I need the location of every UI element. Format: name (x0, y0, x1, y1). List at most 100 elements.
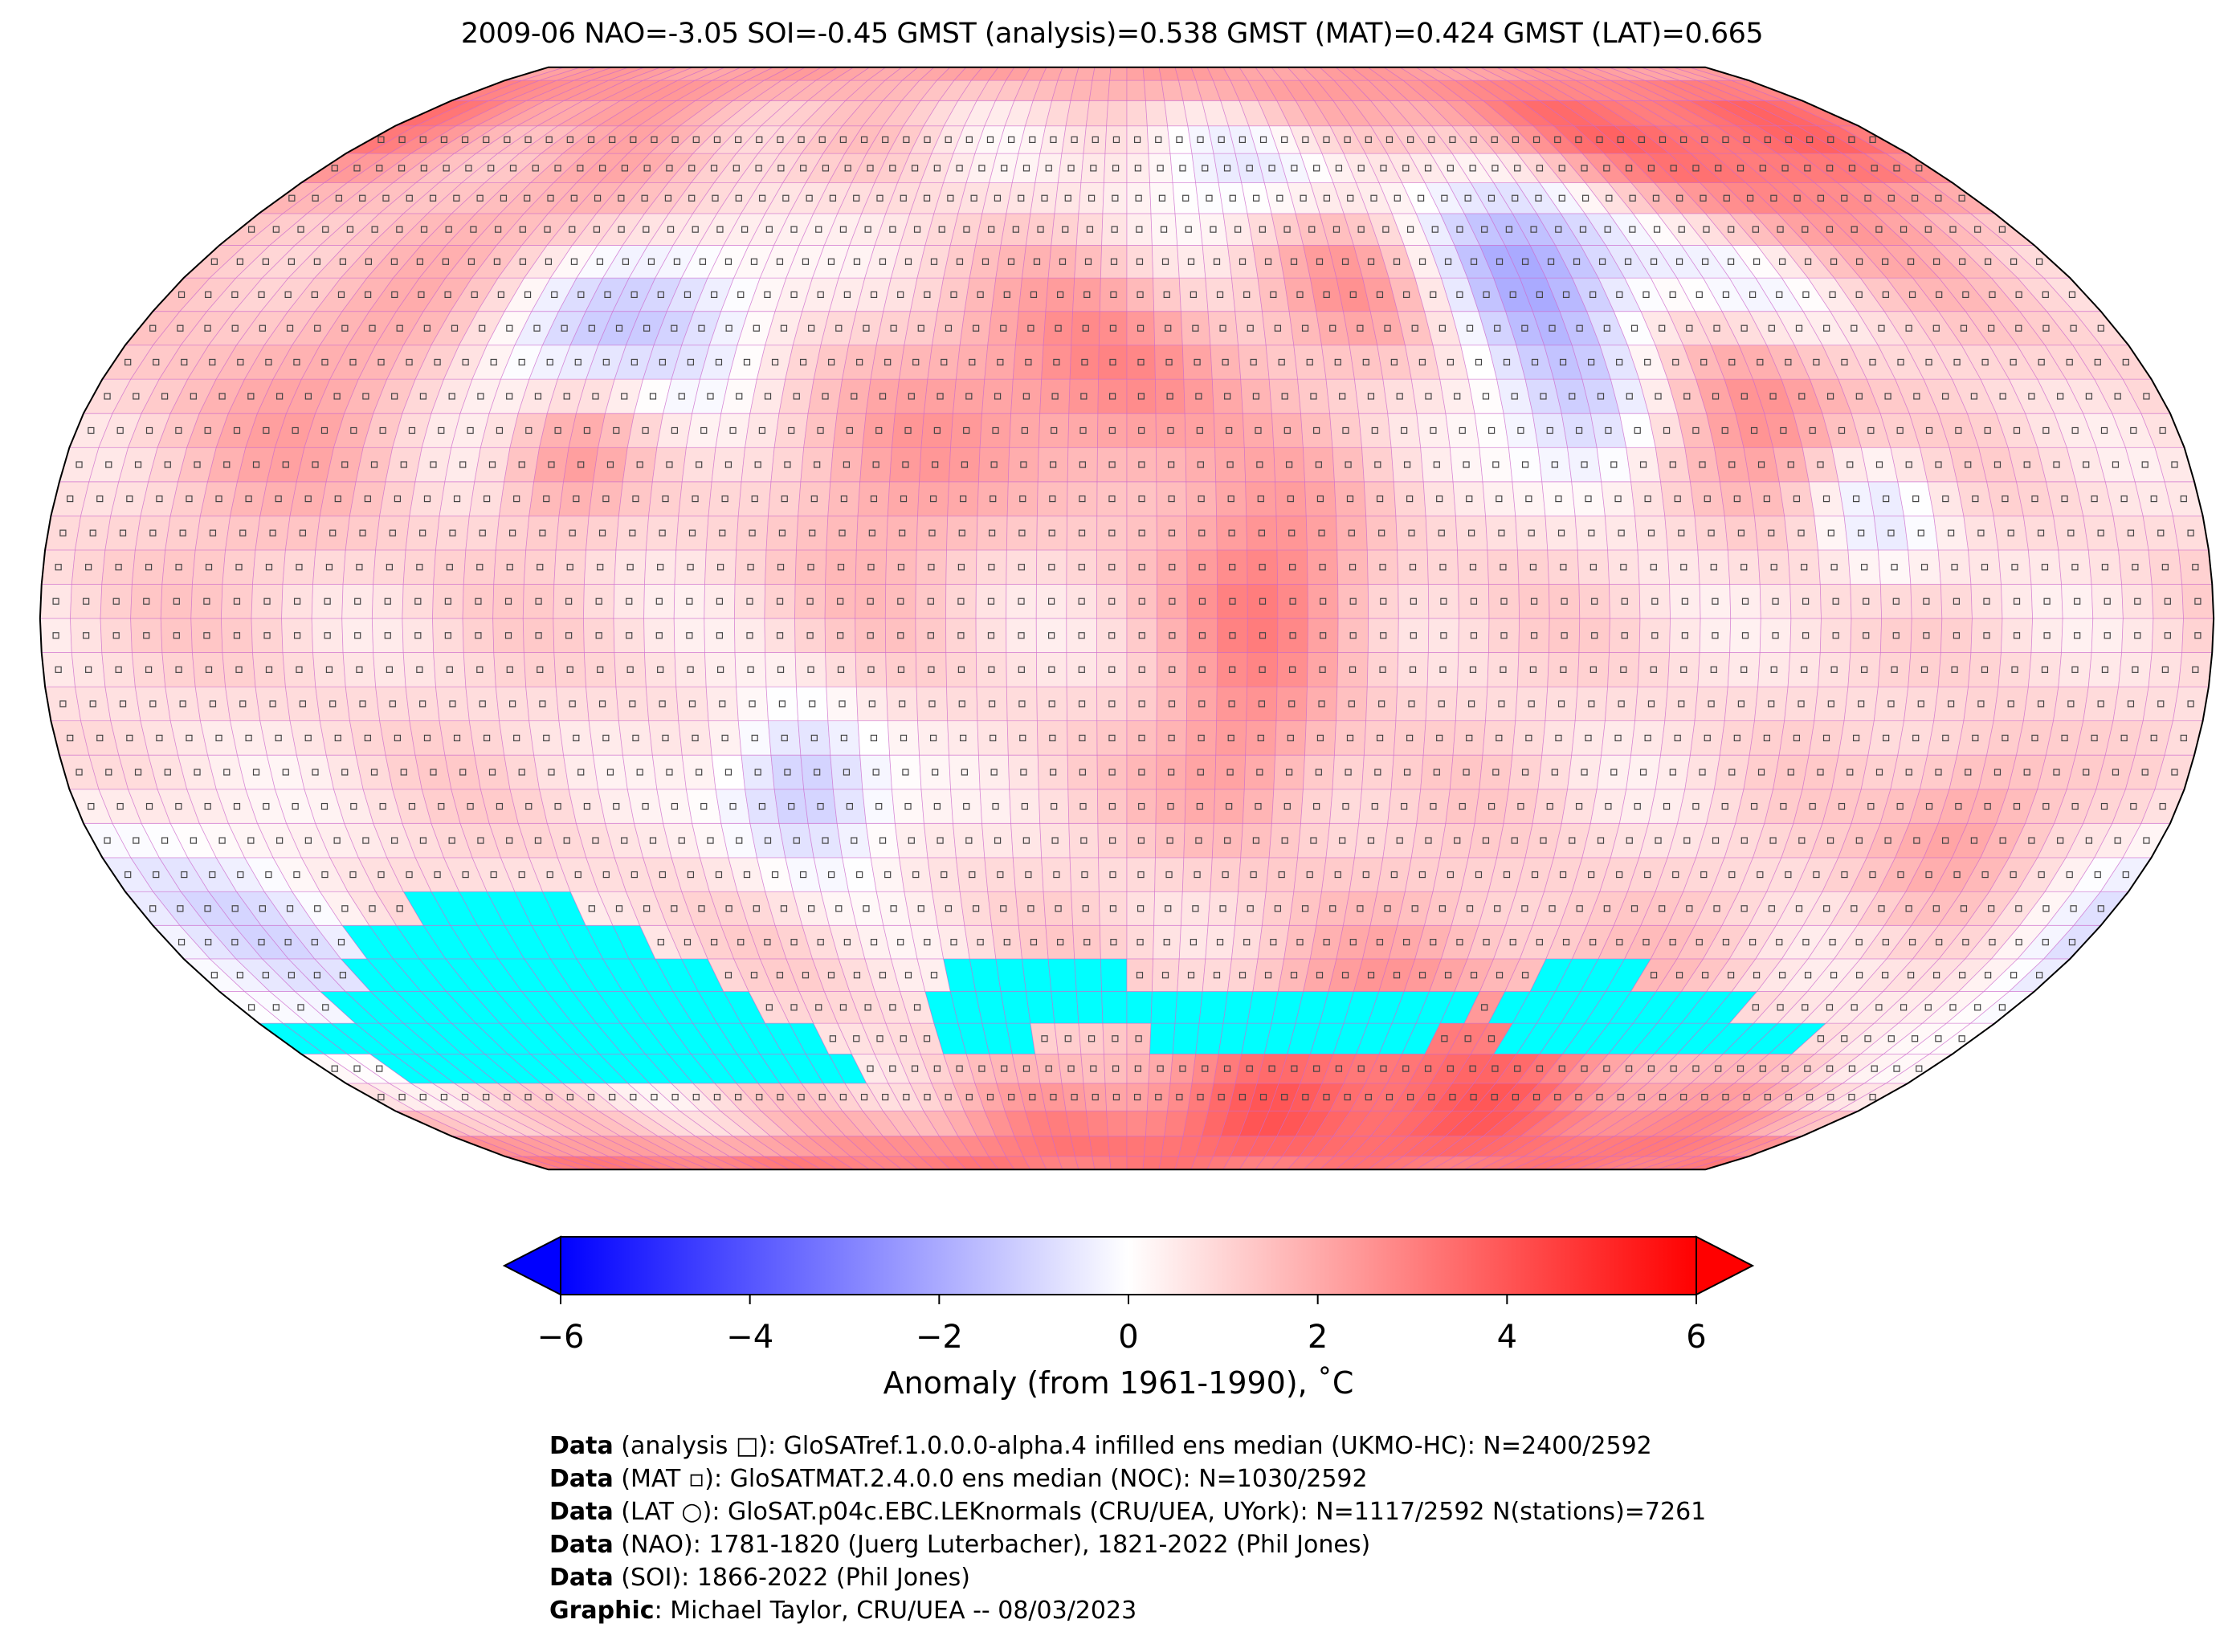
analysis-marker (988, 666, 995, 673)
analysis-marker (1551, 461, 1558, 468)
analysis-marker (1521, 905, 1528, 912)
analysis-marker (1723, 194, 1730, 202)
analysis-marker (554, 426, 561, 434)
analysis-marker (537, 666, 544, 673)
analysis-marker (771, 871, 779, 879)
analysis-marker (1942, 734, 1949, 742)
analysis-marker (1511, 837, 1518, 844)
analysis-marker (2164, 598, 2171, 605)
analysis-marker (1078, 564, 1085, 571)
analysis-marker (808, 905, 815, 912)
analysis-marker (1546, 802, 1553, 810)
analysis-marker (1536, 291, 1543, 299)
analysis-marker (354, 632, 361, 639)
analysis-marker (1822, 734, 1830, 742)
analysis-marker (419, 1093, 426, 1101)
analysis-marker (2061, 495, 2068, 503)
analysis-marker (798, 1093, 805, 1101)
analysis-marker (711, 938, 718, 946)
analysis-marker (467, 802, 474, 810)
analysis-marker (434, 358, 441, 366)
analysis-marker (365, 258, 372, 265)
analysis-marker (233, 598, 241, 605)
analysis-marker (313, 258, 320, 265)
analysis-marker (470, 226, 477, 233)
analysis-marker (2187, 700, 2194, 708)
analysis-marker (1517, 426, 1524, 434)
analysis-marker (119, 529, 127, 536)
analysis-marker (2150, 734, 2157, 742)
analysis-marker (876, 1035, 883, 1042)
analysis-marker (459, 769, 467, 776)
analysis-marker (1362, 871, 1369, 879)
analysis-marker (1750, 802, 1758, 810)
analysis-marker (1053, 871, 1060, 879)
analysis-marker (734, 1093, 742, 1101)
analysis-marker (1529, 666, 1537, 673)
analysis-marker (837, 564, 845, 571)
analysis-marker (1454, 837, 1461, 844)
analysis-marker (1385, 1093, 1394, 1101)
analysis-marker (1851, 1004, 1858, 1011)
analysis-marker (790, 226, 798, 233)
analysis-marker (1770, 194, 1777, 202)
analysis-marker (1301, 324, 1309, 332)
analysis-marker (1536, 938, 1543, 946)
analysis-marker (1670, 165, 1677, 172)
analysis-marker (988, 529, 996, 536)
analysis-marker (2038, 871, 2045, 879)
analysis-marker (1597, 393, 1605, 400)
analysis-marker (1160, 226, 1168, 233)
analysis-marker (664, 194, 672, 202)
analysis-marker (947, 194, 954, 202)
analysis-marker (2010, 358, 2017, 366)
analysis-marker (1179, 1065, 1186, 1072)
analysis-marker (1521, 769, 1529, 776)
analysis-marker (362, 393, 369, 400)
analysis-marker (1482, 837, 1490, 844)
analysis-marker (1384, 905, 1391, 912)
analysis-marker (1908, 258, 1915, 265)
analysis-marker (781, 495, 788, 503)
analysis-marker (524, 136, 532, 144)
analysis-marker (1830, 258, 1838, 265)
analysis-marker (1198, 666, 1206, 673)
analysis-marker (1296, 291, 1304, 299)
analysis-marker (1335, 1065, 1343, 1072)
analysis-marker (1861, 564, 1868, 571)
analysis-marker (1588, 529, 1595, 536)
analysis-marker (1770, 564, 1777, 571)
analysis-marker (175, 564, 182, 571)
analysis-marker (1603, 1065, 1610, 1072)
analysis-marker (1610, 769, 1618, 776)
analysis-marker (754, 461, 761, 468)
analysis-marker (75, 461, 83, 468)
analysis-marker (1047, 632, 1055, 639)
analysis-marker (604, 291, 611, 299)
analysis-marker (1869, 871, 1876, 879)
analysis-marker (288, 194, 296, 202)
analysis-marker (1246, 165, 1253, 172)
analysis-marker (2070, 324, 2077, 332)
analysis-marker (1306, 358, 1313, 366)
analysis-marker (1867, 426, 1875, 434)
analysis-marker (882, 1093, 889, 1101)
analysis-marker (490, 871, 497, 879)
analysis-marker (1234, 226, 1242, 233)
analysis-marker (1197, 1093, 1204, 1101)
analysis-marker (2068, 938, 2076, 946)
analysis-marker (732, 165, 740, 172)
analysis-marker (1851, 226, 1858, 233)
analysis-marker (2097, 324, 2104, 332)
analysis-marker (1686, 324, 1693, 332)
analysis-marker (1467, 700, 1475, 708)
analysis-marker (986, 1093, 994, 1101)
analysis-marker (809, 700, 816, 708)
analysis-marker (1136, 905, 1145, 912)
analysis-marker (1740, 324, 1748, 332)
analysis-marker (504, 136, 511, 144)
analysis-marker (1403, 769, 1411, 776)
analysis-marker (178, 291, 186, 299)
analysis-marker (1554, 1093, 1561, 1101)
analysis-marker (406, 194, 413, 202)
